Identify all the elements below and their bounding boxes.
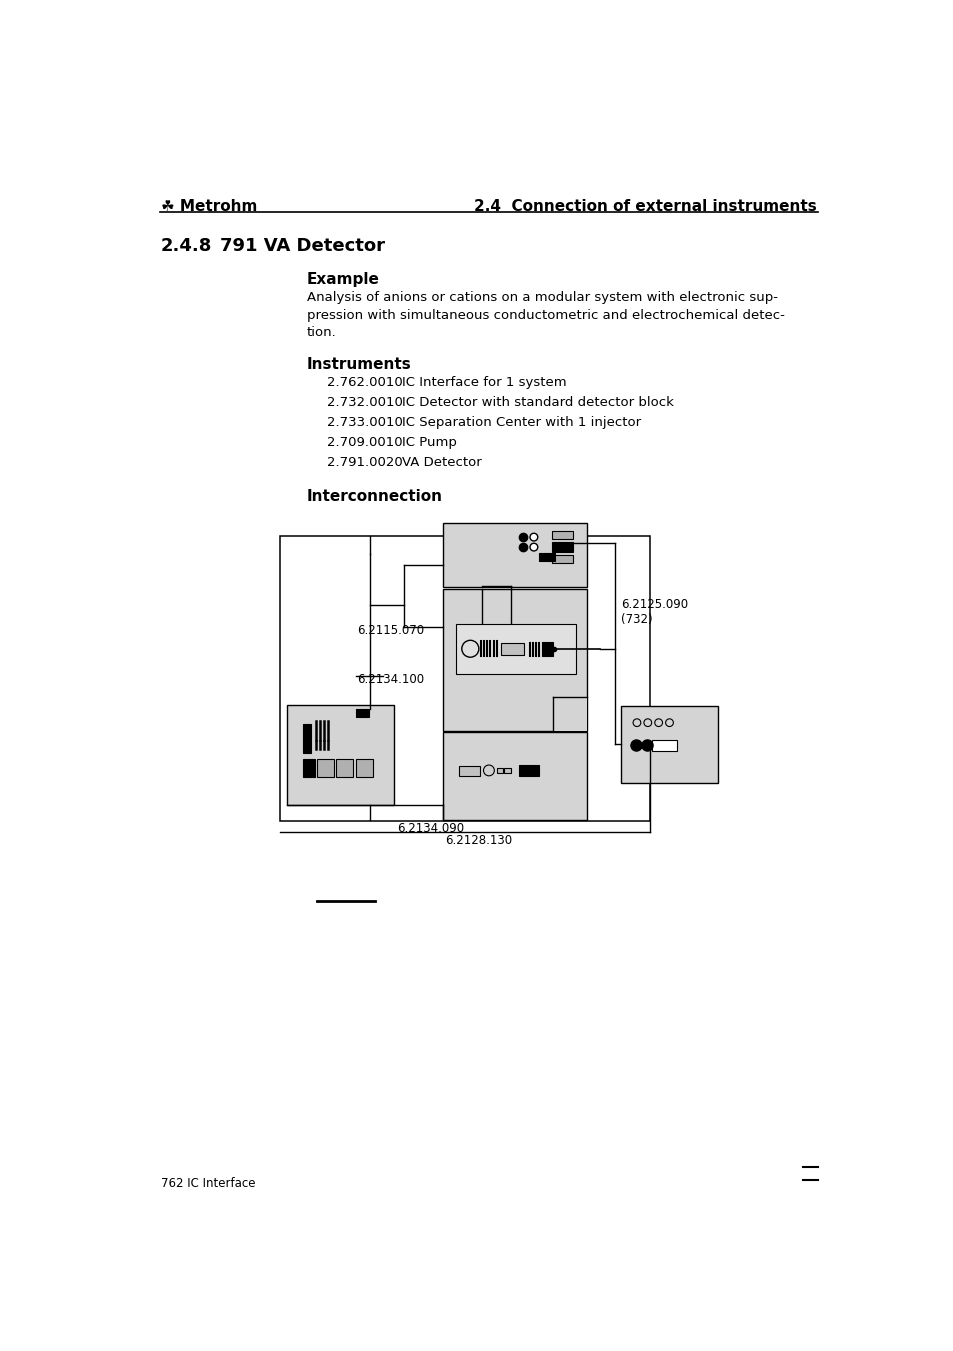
Text: 6.2128.130: 6.2128.130 (444, 835, 512, 847)
Bar (551, 543, 573, 551)
Circle shape (633, 719, 640, 727)
Bar (356, 709, 369, 717)
Text: VA Detector: VA Detector (402, 457, 481, 469)
Bar (551, 531, 573, 539)
Text: 2.4.8: 2.4.8 (161, 236, 213, 255)
Circle shape (654, 719, 661, 727)
Bar (458, 766, 480, 775)
Text: IC Pump: IC Pump (402, 436, 456, 450)
Text: 6.2134.090: 6.2134.090 (396, 821, 463, 835)
Text: 762 IC Interface: 762 IC Interface (161, 1177, 255, 1190)
Text: 6.2115.070: 6.2115.070 (356, 624, 424, 638)
Text: 2.733.0010: 2.733.0010 (327, 416, 402, 430)
Bar (303, 724, 311, 754)
Bar (335, 759, 353, 777)
Text: 2.709.0010: 2.709.0010 (327, 436, 402, 450)
Text: IC Separation Center with 1 injector: IC Separation Center with 1 injector (402, 416, 640, 430)
Bar (443, 732, 586, 820)
Bar (652, 739, 677, 751)
Text: ☘ Metrohm: ☘ Metrohm (161, 199, 257, 213)
Bar (286, 705, 394, 805)
Bar (541, 642, 553, 655)
Bar (355, 759, 373, 777)
Circle shape (530, 534, 537, 540)
Text: 2.4  Connection of external instruments: 2.4 Connection of external instruments (474, 199, 816, 213)
Text: 791 VA Detector: 791 VA Detector (220, 236, 385, 255)
Bar (538, 554, 555, 561)
Bar (443, 589, 586, 731)
Text: 2.791.0020: 2.791.0020 (327, 457, 402, 469)
Bar (500, 643, 523, 655)
Circle shape (665, 719, 673, 727)
Bar (279, 536, 649, 821)
Circle shape (483, 765, 494, 775)
Bar (504, 769, 510, 774)
Bar (316, 759, 334, 777)
Bar (551, 555, 573, 563)
Text: Example: Example (307, 273, 379, 288)
Text: Interconnection: Interconnection (307, 489, 442, 504)
Text: 2.762.0010: 2.762.0010 (327, 376, 402, 389)
Text: IC Interface for 1 system: IC Interface for 1 system (402, 376, 566, 389)
Text: IC Detector with standard detector block: IC Detector with standard detector block (402, 396, 673, 409)
Bar (303, 759, 314, 777)
Bar (620, 705, 718, 782)
Text: 2.732.0010: 2.732.0010 (327, 396, 402, 409)
Bar (553, 697, 586, 731)
Circle shape (461, 640, 478, 657)
Bar (443, 523, 586, 588)
Text: Analysis of anions or cations on a modular system with electronic sup-
pression : Analysis of anions or cations on a modul… (307, 292, 784, 339)
Text: 6.2125.090
(732): 6.2125.090 (732) (620, 598, 687, 626)
Text: 6.2134.100: 6.2134.100 (356, 673, 424, 685)
Bar (497, 769, 502, 774)
Circle shape (643, 719, 651, 727)
Circle shape (530, 543, 537, 551)
Bar (518, 765, 537, 775)
Text: Instruments: Instruments (307, 357, 411, 372)
Bar (456, 624, 576, 674)
